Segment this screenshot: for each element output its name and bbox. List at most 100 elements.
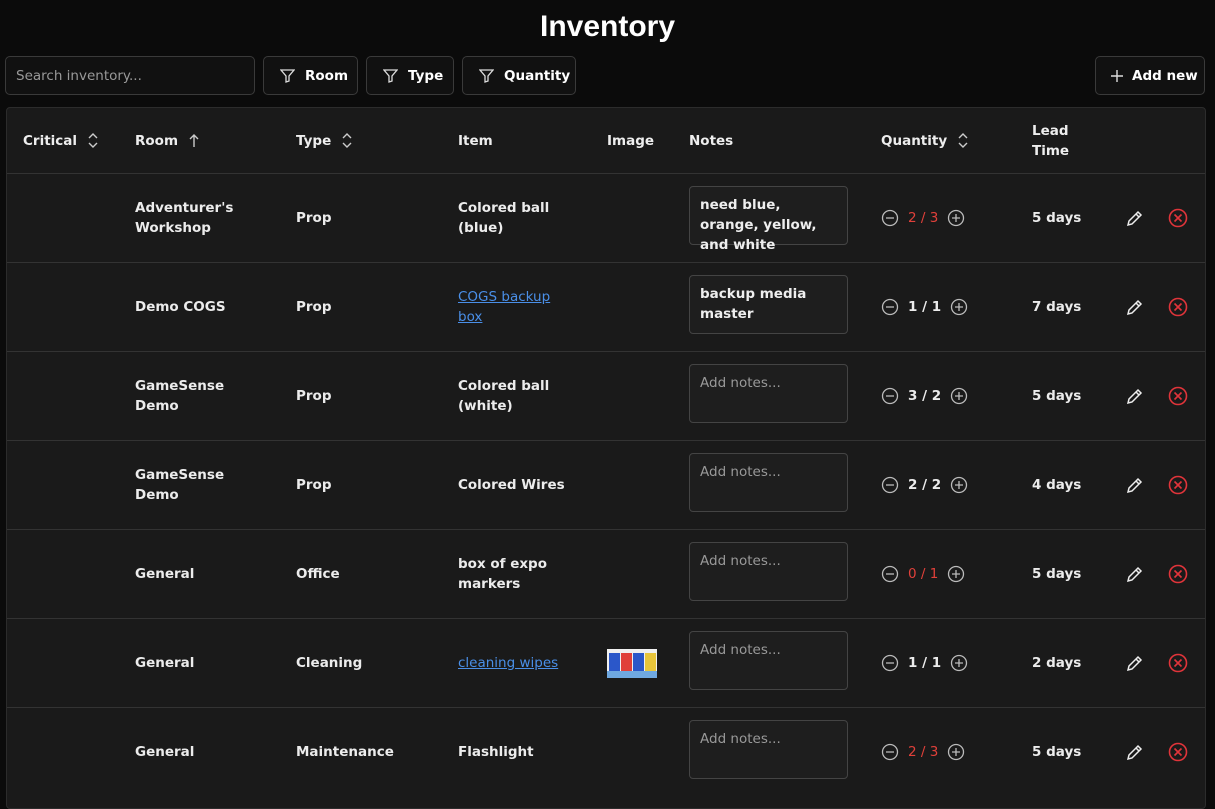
increment-button <box>950 654 968 672</box>
quantity-value: 1 / 1 <box>908 655 942 671</box>
lead-time-cell: 2 days <box>1032 655 1082 671</box>
notes-input[interactable]: Add notes... <box>689 364 848 423</box>
delete-icon <box>1168 742 1188 762</box>
table-row: General Maintenance Flashlight Add notes...… <box>7 707 1205 796</box>
decrement-button-svg <box>881 298 899 316</box>
edit-icon <box>1125 742 1145 762</box>
notes-input[interactable]: Add notes... <box>689 542 848 601</box>
item-cell: box of expo markers <box>458 530 576 618</box>
increment-button-svg <box>950 476 968 494</box>
notes-input[interactable]: backup media master <box>689 275 848 334</box>
notes-input[interactable]: Add notes... <box>689 453 848 512</box>
decrement-button-svg <box>881 387 899 405</box>
add-new-button[interactable]: Add new <box>1095 56 1205 95</box>
delete-icon <box>1168 208 1188 228</box>
column-header: Item <box>458 108 493 173</box>
lead-time-cell: 7 days <box>1032 299 1082 315</box>
lead-time-cell: 5 days <box>1032 566 1082 582</box>
sort-icon-svg <box>342 133 352 148</box>
increment-button <box>947 209 965 227</box>
add-new-label: Add new <box>1132 67 1198 84</box>
edit-button[interactable] <box>1125 441 1145 529</box>
item-link[interactable]: COGS backup box <box>458 289 551 325</box>
lead-time-cell: 5 days <box>1032 388 1082 404</box>
delete-icon-svg <box>1168 475 1188 495</box>
edit-icon-svg <box>1126 655 1143 672</box>
delete-button[interactable] <box>1168 174 1188 262</box>
filter-icon <box>479 68 494 83</box>
delete-icon-svg <box>1168 653 1188 673</box>
notes-text: need blue, orange, yellow, and white <box>700 197 817 253</box>
table-row: Demo COGS Prop COGS backup box backup media… <box>7 262 1205 351</box>
lead-time-cell: 5 days <box>1032 744 1082 760</box>
decrement-button <box>881 476 899 494</box>
column-label: Item <box>458 132 493 149</box>
room-cell: Demo COGS <box>135 299 226 315</box>
room-cell: General <box>135 655 195 671</box>
quantity-cell: 3 / 2 <box>881 352 968 440</box>
increment-button <box>950 387 968 405</box>
filter-button[interactable]: Room <box>263 56 358 95</box>
filter-label: Type <box>408 67 444 84</box>
notes-placeholder: Add notes... <box>700 731 781 747</box>
filter-button[interactable]: Quantity <box>462 56 576 95</box>
item-cell: Colored Wires <box>458 441 576 529</box>
delete-icon-svg <box>1168 297 1188 317</box>
page-title: Inventory <box>539 10 676 43</box>
edit-icon <box>1125 297 1145 317</box>
delete-button[interactable] <box>1168 263 1188 351</box>
edit-button[interactable] <box>1125 708 1145 796</box>
quantity-cell: 2 / 2 <box>881 441 968 529</box>
edit-button[interactable] <box>1125 619 1145 707</box>
edit-button[interactable] <box>1125 530 1145 618</box>
delete-icon <box>1168 297 1188 317</box>
delete-button[interactable] <box>1168 708 1188 796</box>
notes-input[interactable]: Add notes... <box>689 631 848 690</box>
edit-button[interactable] <box>1125 352 1145 440</box>
type-cell: Prop <box>296 477 332 493</box>
item-link[interactable]: cleaning wipes <box>458 655 559 671</box>
notes-input[interactable]: need blue, orange, yellow, and white <box>689 186 848 253</box>
decrement-button <box>881 387 899 405</box>
sort-asc-icon-svg <box>189 134 199 147</box>
table-row: GameSense Demo Prop Colored ball (white) Ad… <box>7 351 1205 440</box>
edit-icon-svg <box>1126 388 1143 405</box>
quantity-value: 3 / 2 <box>908 388 942 404</box>
item-cell: COGS backup box <box>458 263 576 351</box>
column-header[interactable]: Type <box>296 108 353 173</box>
table-row: Adventurer's Workshop Prop Colored ball (b… <box>7 173 1205 262</box>
search-input[interactable]: Search inventory... <box>5 56 255 95</box>
type-cell: Prop <box>296 299 332 315</box>
column-header[interactable]: Critical <box>23 108 99 173</box>
column-label: Critical <box>23 132 78 149</box>
decrement-button-svg <box>881 654 899 672</box>
increment-button <box>947 565 965 583</box>
filter-icon-svg <box>280 69 295 83</box>
filter-icon-svg <box>383 69 398 83</box>
column-header[interactable]: Quantity <box>881 108 969 173</box>
delete-button[interactable] <box>1168 441 1188 529</box>
decrement-button <box>881 743 899 761</box>
delete-button[interactable] <box>1168 619 1188 707</box>
filter-button[interactable]: Type <box>366 56 454 95</box>
delete-icon-svg <box>1168 742 1188 762</box>
quantity-value: 2 / 3 <box>908 210 939 226</box>
item-image <box>607 619 657 707</box>
edit-button[interactable] <box>1125 174 1145 262</box>
sort-icon <box>957 133 969 148</box>
quantity-cell: 0 / 1 <box>881 530 965 618</box>
quantity-value: 1 / 1 <box>908 299 942 315</box>
delete-button[interactable] <box>1168 352 1188 440</box>
delete-icon <box>1168 475 1188 495</box>
notes-placeholder: Add notes... <box>700 464 781 480</box>
filter-label: Quantity <box>504 67 571 84</box>
notes-input[interactable]: Add notes... <box>689 720 848 779</box>
type-cell: Office <box>296 566 340 582</box>
quantity-cell: 1 / 1 <box>881 263 968 351</box>
column-header[interactable]: Room <box>135 108 200 173</box>
edit-button[interactable] <box>1125 263 1145 351</box>
delete-button[interactable] <box>1168 530 1188 618</box>
increment-button <box>950 476 968 494</box>
notes-text: backup media master <box>700 286 807 322</box>
